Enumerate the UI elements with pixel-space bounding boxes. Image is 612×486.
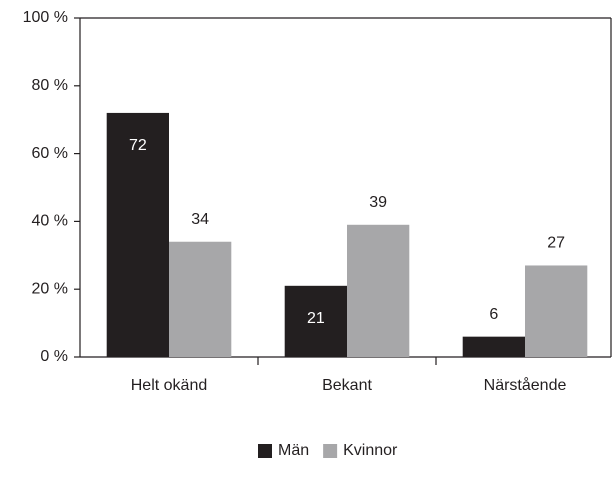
y-tick-label: 40 % bbox=[32, 213, 68, 230]
value-label: 72 bbox=[129, 137, 147, 154]
value-label: 21 bbox=[307, 310, 325, 327]
x-tick-label: Helt okänd bbox=[131, 377, 208, 394]
bar bbox=[106, 112, 169, 357]
bar bbox=[284, 285, 347, 357]
value-label: 34 bbox=[191, 211, 209, 228]
bar bbox=[169, 241, 232, 357]
legend-label: Kvinnor bbox=[343, 442, 398, 459]
bar bbox=[525, 265, 588, 357]
y-tick-label: 0 % bbox=[40, 348, 68, 365]
legend-label: Män bbox=[278, 442, 309, 459]
bar bbox=[347, 224, 410, 357]
x-tick-label: Närstående bbox=[484, 376, 567, 394]
y-tick-label: 60 % bbox=[32, 145, 68, 162]
x-tick-label: Bekant bbox=[322, 377, 372, 394]
value-label: 39 bbox=[369, 194, 387, 211]
legend-swatch bbox=[258, 444, 272, 458]
value-label: 6 bbox=[489, 306, 498, 323]
bar bbox=[462, 336, 525, 357]
y-tick-label: 100 % bbox=[23, 9, 68, 26]
y-tick-label: 20 % bbox=[32, 280, 68, 297]
value-label: 27 bbox=[547, 235, 565, 252]
y-tick-label: 80 % bbox=[32, 77, 68, 94]
legend-swatch bbox=[323, 444, 338, 458]
